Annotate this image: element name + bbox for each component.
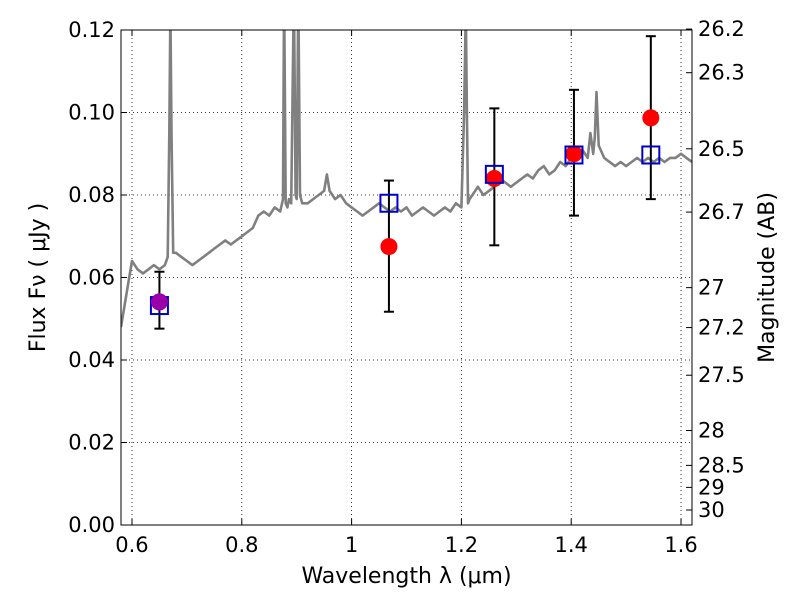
y2-tick-label: 26.3 bbox=[698, 61, 745, 85]
spectrum-layer bbox=[121, 30, 692, 328]
errorbar-layer bbox=[154, 35, 656, 330]
y2-tick-label: 28 bbox=[698, 419, 725, 443]
observed-point bbox=[485, 170, 503, 187]
plot-frame bbox=[120, 29, 693, 526]
observed-point bbox=[565, 145, 583, 163]
observed-point bbox=[642, 109, 660, 127]
x-tick-label: 1.2 bbox=[445, 533, 478, 557]
y-tick-label: 0.10 bbox=[68, 101, 115, 125]
y2-tick-label: 28.5 bbox=[698, 453, 745, 477]
model-point bbox=[564, 145, 584, 165]
x-tick-label: 1 bbox=[345, 533, 358, 557]
overlap-point bbox=[150, 293, 168, 311]
x-tick-label: 0.6 bbox=[115, 533, 148, 557]
y-tick-label: 0.08 bbox=[68, 183, 115, 207]
model-point bbox=[641, 145, 661, 165]
model-point bbox=[484, 164, 504, 184]
y2-tick-label: 29 bbox=[698, 475, 725, 499]
marker-layer bbox=[149, 109, 661, 316]
x-tick-label: 0.8 bbox=[225, 533, 258, 557]
grid bbox=[121, 29, 692, 526]
y-tick-label: 0.06 bbox=[68, 266, 115, 290]
y2-tick-label: 26.7 bbox=[698, 200, 745, 224]
y2-tick-label: 27.5 bbox=[698, 363, 745, 387]
y2-tick-label: 27 bbox=[698, 276, 725, 300]
y2-tick-label: 26.5 bbox=[698, 137, 745, 161]
x-tick-label: 1.6 bbox=[664, 533, 697, 557]
model-point bbox=[379, 193, 399, 213]
y2-tick-label: 26.2 bbox=[698, 17, 745, 41]
spectrum-line bbox=[121, 30, 692, 328]
y-tick-label: 0.04 bbox=[68, 348, 115, 372]
y-tick-label: 0.02 bbox=[68, 431, 115, 455]
y-axis-ticks: 0.00 0.02 0.04 0.06 0.08 0.10 0.12 bbox=[68, 18, 127, 537]
y2-axis-label: Magnitude (AB) bbox=[755, 192, 780, 363]
x-axis-ticks: 0.6 0.8 1 1.2 1.4 1.6 bbox=[115, 30, 698, 557]
y2-tick-label: 30 bbox=[698, 498, 725, 522]
y-tick-label: 0.00 bbox=[68, 513, 115, 537]
y-tick-label: 0.12 bbox=[68, 18, 115, 42]
x-axis-label: Wavelength λ (μm) bbox=[301, 564, 511, 589]
observed-point bbox=[380, 238, 398, 256]
x-tick-label: 1.4 bbox=[555, 533, 588, 557]
y-axis-label: Flux Fν ( μJy ) bbox=[26, 203, 51, 352]
y2-tick-label: 27.2 bbox=[698, 316, 745, 340]
